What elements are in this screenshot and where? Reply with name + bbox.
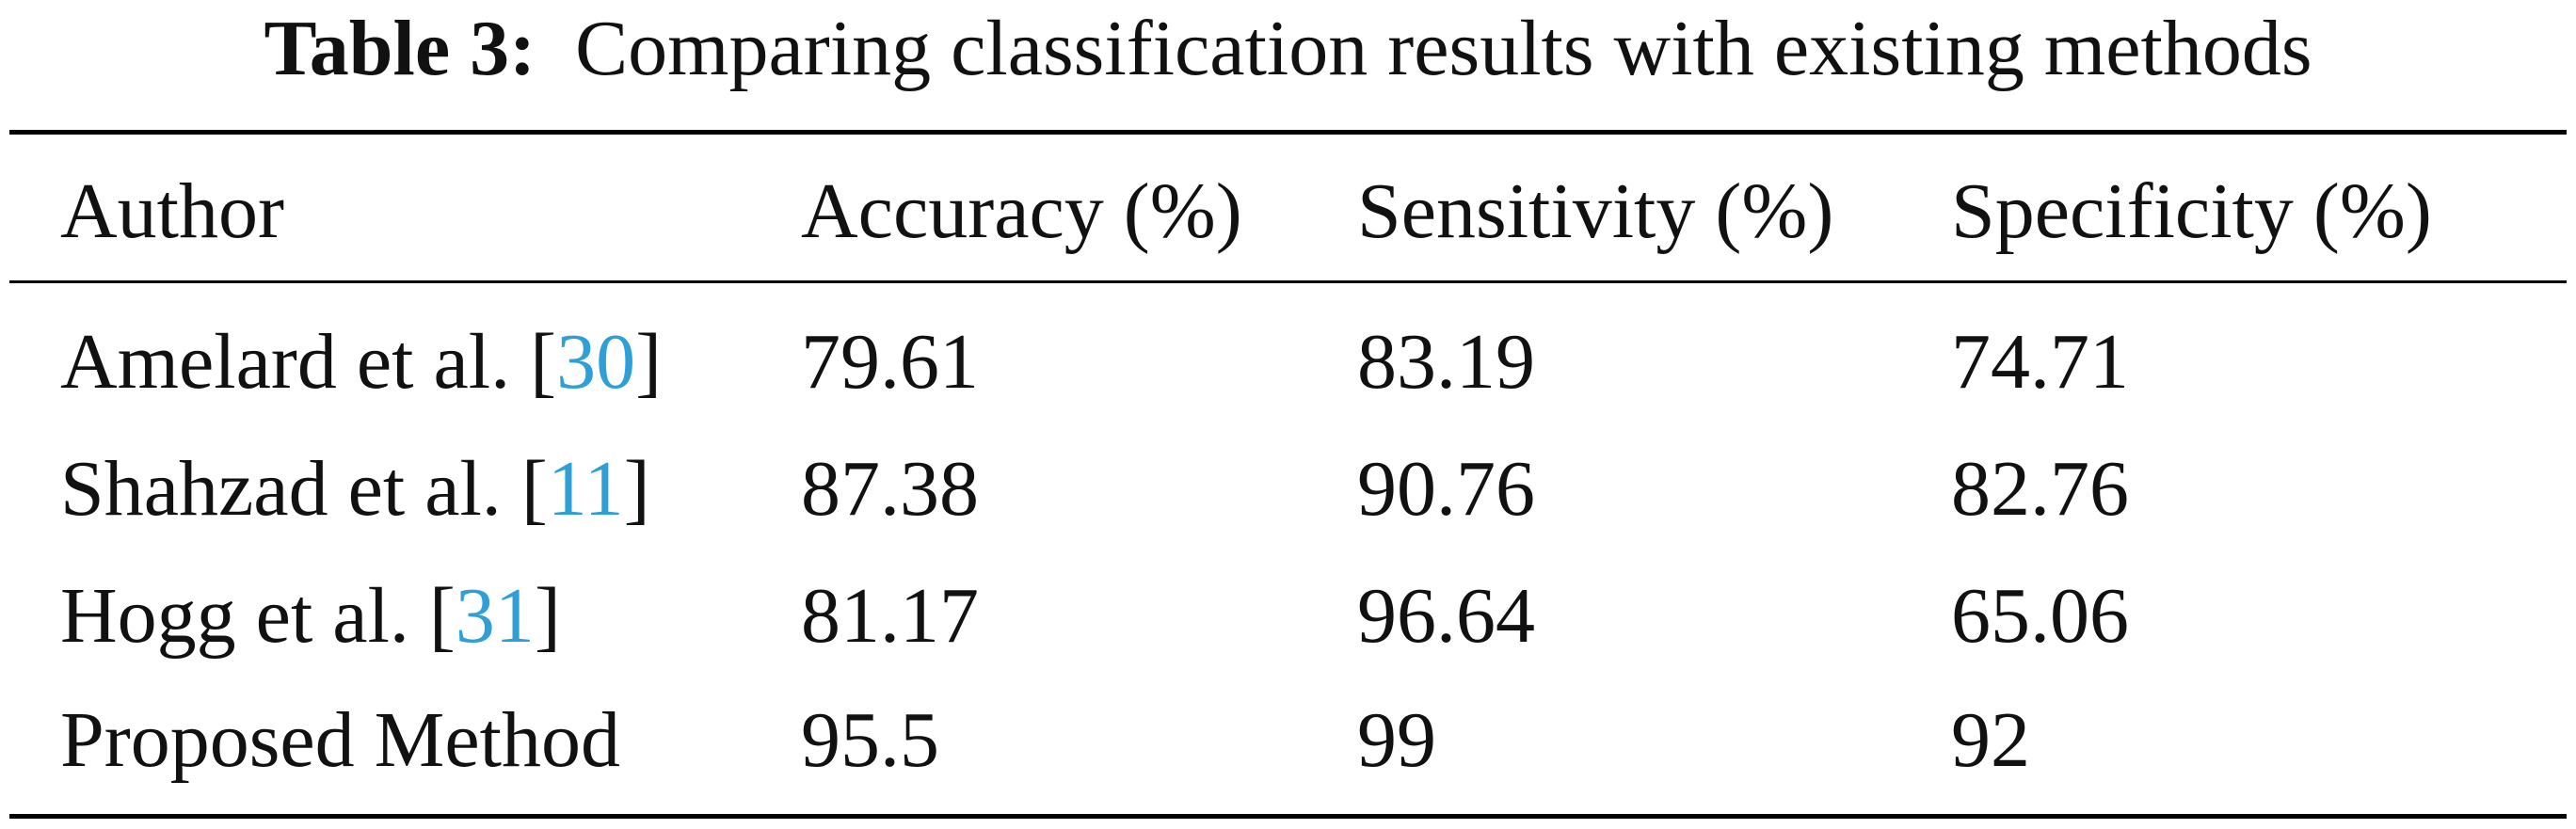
author-cell: Proposed Method [60, 696, 620, 784]
author-cell: Shahzad et al. [11] [60, 445, 650, 533]
table-row: Proposed Method 95.5 99 92 [0, 679, 2576, 802]
specificity-cell: 82.76 [1951, 445, 2129, 533]
table-row: Shahzad et al. [11] 87.38 90.76 82.76 [0, 428, 2576, 550]
accuracy-cell: 95.5 [801, 696, 939, 784]
author-cell: Hogg et al. [31] [60, 572, 561, 660]
author-name: Amelard et al. [60, 318, 511, 406]
header-specificity: Specificity (%) [1951, 167, 2432, 255]
citation-link[interactable]: 11 [547, 445, 624, 533]
author-cell: Amelard et al. [30] [60, 318, 663, 406]
citation-link[interactable]: 31 [455, 572, 535, 660]
accuracy-cell: 79.61 [801, 318, 979, 406]
table-caption-text: Comparing classification results with ex… [575, 5, 2312, 92]
table-header-row: Author Accuracy (%) Sensitivity (%) Spec… [0, 151, 2576, 273]
header-author: Author [60, 167, 284, 255]
accuracy-cell: 81.17 [801, 572, 979, 660]
accuracy-cell: 87.38 [801, 445, 979, 533]
sensitivity-cell: 99 [1357, 696, 1436, 784]
table-row: Hogg et al. [31] 81.17 96.64 65.06 [0, 555, 2576, 678]
specificity-cell: 92 [1951, 696, 2030, 784]
author-name: Shahzad et al. [60, 445, 502, 533]
sensitivity-cell: 96.64 [1357, 572, 1535, 660]
table-caption-label: Table 3: [264, 5, 536, 92]
table-caption: Table 3: Comparing classification result… [0, 0, 2576, 113]
specificity-cell: 74.71 [1951, 318, 2129, 406]
table-header-rule [9, 280, 2567, 283]
citation-link[interactable]: 30 [556, 318, 636, 406]
sensitivity-cell: 83.19 [1357, 318, 1535, 406]
header-accuracy: Accuracy (%) [801, 167, 1242, 255]
table-bottom-rule [9, 814, 2567, 819]
table-top-rule [9, 130, 2567, 135]
table-row: Amelard et al. [30] 79.61 83.19 74.71 [0, 301, 2576, 423]
sensitivity-cell: 90.76 [1357, 445, 1535, 533]
specificity-cell: 65.06 [1951, 572, 2129, 660]
author-name: Hogg et al. [60, 572, 409, 660]
header-sensitivity: Sensitivity (%) [1357, 167, 1834, 255]
